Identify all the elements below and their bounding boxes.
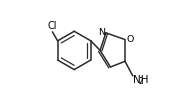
Text: 2: 2: [139, 77, 143, 86]
Text: N: N: [98, 28, 105, 37]
Text: O: O: [126, 35, 134, 44]
Text: Cl: Cl: [47, 21, 57, 31]
Text: NH: NH: [133, 75, 149, 85]
